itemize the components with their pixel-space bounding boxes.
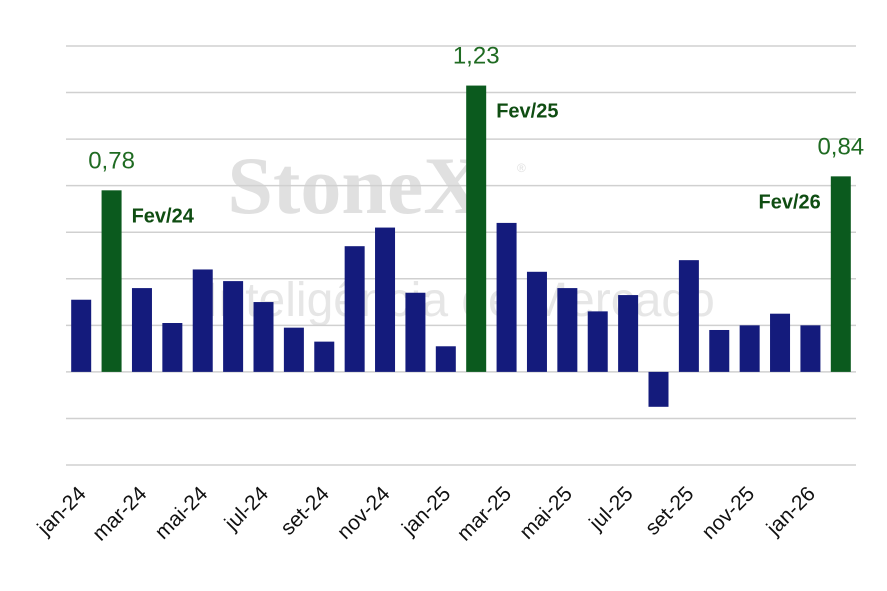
x-tick-label: set-24 xyxy=(276,482,334,540)
x-tick-label: mar-25 xyxy=(453,482,516,545)
bar xyxy=(770,313,791,372)
bar xyxy=(314,341,335,372)
bar xyxy=(283,327,304,372)
x-tick-label: nov-24 xyxy=(333,482,395,544)
bar xyxy=(344,246,365,372)
x-tick-label: jul-24 xyxy=(220,482,274,536)
value-label: 0,78 xyxy=(88,147,135,174)
bar xyxy=(435,346,456,372)
value-label: 1,23 xyxy=(453,43,500,70)
bar xyxy=(648,371,669,407)
x-tick-label: mar-24 xyxy=(88,482,152,546)
bar xyxy=(526,271,547,372)
x-tick-label: jul-25 xyxy=(584,482,637,535)
x-tick-label: jan-24 xyxy=(32,482,90,540)
bar xyxy=(162,323,183,372)
annotation: Fev/25 xyxy=(496,101,558,123)
bar xyxy=(678,260,699,372)
watermark-mark: ® xyxy=(517,161,526,175)
x-tick-label: mai-24 xyxy=(151,482,213,544)
x-tick-label: nov-25 xyxy=(698,482,760,544)
bar xyxy=(223,281,244,372)
value-label: 0,84 xyxy=(817,133,864,160)
bar xyxy=(557,288,578,372)
bar xyxy=(739,325,760,372)
x-tick-label: jan-25 xyxy=(397,482,455,540)
x-tick-label: mai-25 xyxy=(515,482,577,544)
bar xyxy=(375,227,396,372)
annotation: Fev/26 xyxy=(759,191,821,213)
bar xyxy=(587,311,608,372)
x-tick-label: jan-26 xyxy=(762,482,820,540)
watermark-subtitle: Inteligência de Mercado xyxy=(205,274,715,327)
annotation: Fev/24 xyxy=(132,205,195,227)
bar xyxy=(466,85,487,372)
bar xyxy=(618,295,639,372)
bar xyxy=(800,325,821,372)
bar xyxy=(71,299,92,372)
bar xyxy=(830,176,851,372)
x-tick-label: set-25 xyxy=(641,482,699,540)
bar xyxy=(253,302,274,372)
bar xyxy=(496,222,517,372)
bar xyxy=(131,288,152,372)
bar xyxy=(101,190,122,372)
bar xyxy=(709,329,730,372)
bar xyxy=(192,269,213,372)
bar xyxy=(405,292,426,372)
